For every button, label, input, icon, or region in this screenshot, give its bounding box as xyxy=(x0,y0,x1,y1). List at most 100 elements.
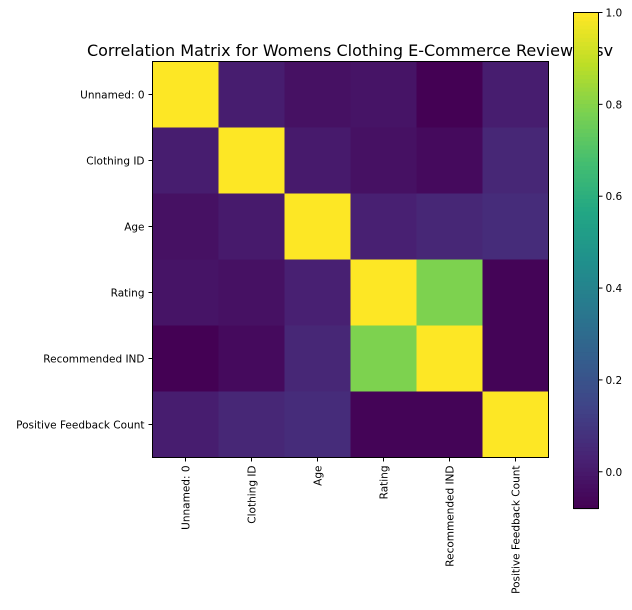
colorbar-gradient-slice xyxy=(573,363,599,369)
colorbar-gradient-slice xyxy=(573,463,599,468)
heatmap-cell xyxy=(350,127,417,194)
colorbar-gradient-slice xyxy=(573,301,599,307)
colorbar-gradient-slice xyxy=(573,111,599,117)
colorbar-gradient-slice xyxy=(573,136,599,142)
colorbar-gradient-slice xyxy=(573,281,599,286)
colorbar-gradient-slice xyxy=(573,322,599,328)
colorbar-gradient-slice xyxy=(573,305,599,311)
colorbar-gradient-slice xyxy=(573,339,599,344)
colorbar-gradient-slice xyxy=(573,99,599,105)
colorbar-gradient-slice xyxy=(573,20,599,26)
column-tick-label: Recommended IND xyxy=(445,466,457,567)
colorbar-gradient-slice xyxy=(573,91,599,96)
heatmap-cell xyxy=(284,193,351,260)
colorbar-gradient-slice xyxy=(573,367,599,373)
colorbar-gradient-slice xyxy=(573,248,599,253)
colorbar-gradient-slice xyxy=(573,227,599,233)
colorbar-gradient-slice xyxy=(573,272,599,278)
colorbar-gradient-slice xyxy=(573,153,599,158)
colorbar-gradient-slice xyxy=(573,78,599,84)
colorbar-gradient-slice xyxy=(573,409,599,415)
colorbar-gradient-slice xyxy=(573,49,599,55)
colorbar-gradient-slice xyxy=(573,396,599,402)
colorbar-gradient-slice xyxy=(573,500,599,505)
colorbar-gradient-slice xyxy=(573,376,599,381)
colorbar-tick-label: 0.2 xyxy=(606,375,623,387)
colorbar-tick-label: 0.6 xyxy=(606,191,623,203)
colorbar-gradient-slice xyxy=(573,24,599,30)
colorbar-gradient-slice xyxy=(573,475,599,481)
colorbar-gradient-slice xyxy=(573,289,599,295)
colorbar-gradient-slice xyxy=(573,66,599,71)
colorbar-gradient-slice xyxy=(573,215,599,220)
row-tick-label: Positive Feedback Count xyxy=(16,420,144,432)
heatmap-cell xyxy=(350,193,417,260)
colorbar-gradient-slice xyxy=(573,425,599,431)
colorbar-gradient-slice xyxy=(573,467,599,472)
colorbar-gradient-slice xyxy=(573,103,599,109)
heatmap-cell xyxy=(350,259,417,326)
heatmap-cell xyxy=(284,391,351,458)
colorbar-gradient-slice xyxy=(573,310,599,315)
colorbar-gradient-slice xyxy=(573,235,599,241)
colorbar-gradient-slice xyxy=(573,119,599,125)
colorbar-gradient-slice xyxy=(573,450,599,456)
colorbar-gradient-slice xyxy=(573,95,599,100)
colorbar-gradient-slice xyxy=(573,124,599,129)
heatmap-cell xyxy=(416,61,483,128)
colorbar-gradient-slice xyxy=(573,86,599,92)
heatmap-cell xyxy=(152,325,219,392)
colorbar-gradient-slice xyxy=(573,454,599,460)
colorbar-gradient-slice xyxy=(573,223,599,229)
colorbar-gradient-slice xyxy=(573,446,599,452)
column-tick-label: Positive Feedback Count xyxy=(511,466,523,594)
colorbar-gradient-slice xyxy=(573,297,599,303)
column-tick-label: Unnamed: 0 xyxy=(181,466,193,530)
row-tick-label: Rating xyxy=(111,288,145,300)
colorbar-gradient-slice xyxy=(573,314,599,319)
heatmap-cell xyxy=(416,325,483,392)
colorbar-gradient-slice xyxy=(573,198,599,204)
colorbar-tick-label: 0.4 xyxy=(606,283,623,295)
heatmap-cell xyxy=(218,127,285,194)
row-tick-label: Unnamed: 0 xyxy=(80,90,144,102)
colorbar-gradient-slice xyxy=(573,206,599,212)
column-tick-label: Age xyxy=(313,466,325,486)
heatmap-cell xyxy=(152,259,219,326)
colorbar-gradient-slice xyxy=(573,504,599,510)
colorbar-gradient-slice xyxy=(573,190,599,195)
colorbar-gradient-slice xyxy=(573,471,599,477)
heatmap-cell xyxy=(416,193,483,260)
colorbar-gradient-slice xyxy=(573,53,599,59)
colorbar-gradient-slice xyxy=(573,115,599,121)
row-tick-label: Age xyxy=(124,222,144,234)
colorbar-gradient-slice xyxy=(573,496,599,501)
colorbar: 0.0 0.2 0.4 0.6 0.8 1.0 xyxy=(573,8,623,510)
colorbar-gradient-slice xyxy=(573,210,599,216)
colorbar-gradient-slice xyxy=(573,285,599,291)
colorbar-gradient-slice xyxy=(573,45,599,51)
colorbar-tick-label: 0.0 xyxy=(606,467,623,479)
colorbar-gradient-slice xyxy=(573,429,599,435)
heatmap-cell xyxy=(416,391,483,458)
colorbar-gradient-slice xyxy=(573,388,599,394)
colorbar-gradient-slice xyxy=(573,29,599,34)
colorbar-gradient-slice xyxy=(573,256,599,262)
heatmap-cell xyxy=(482,127,549,194)
colorbar-gradient-slice xyxy=(573,359,599,365)
colorbar-gradient-slice xyxy=(573,239,599,245)
colorbar-gradient-slice xyxy=(573,347,599,353)
colorbar-gradient-slice xyxy=(573,231,599,237)
colorbar-gradient-slice xyxy=(573,144,599,150)
colorbar-gradient-slice xyxy=(573,62,599,67)
colorbar-gradient-slice xyxy=(573,252,599,257)
colorbar-gradient-slice xyxy=(573,140,599,146)
colorbar-gradient-slice xyxy=(573,157,599,162)
colorbar-gradient-slice xyxy=(573,413,599,419)
colorbar-gradient-slice xyxy=(573,487,599,493)
colorbar-gradient-slice xyxy=(573,401,599,406)
colorbar-tick-label: 0.8 xyxy=(606,99,623,111)
row-tick-labels: Unnamed: 0 Clothing ID Age Rating Recommende… xyxy=(16,90,153,432)
colorbar-gradient-slice xyxy=(573,405,599,410)
